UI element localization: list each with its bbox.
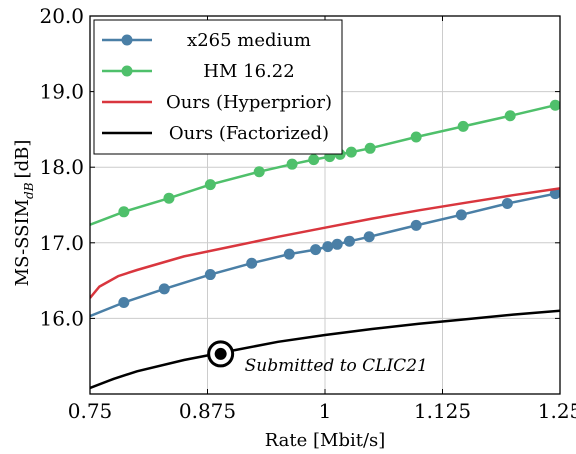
data-point-hm-16-22 [410,131,422,143]
data-point-x265-medium [331,238,343,250]
data-point-hm-16-22 [504,110,516,122]
annotation-label: Submitted to CLIC21 [245,356,428,376]
data-point-hm-16-22 [549,99,560,111]
data-point-x265-medium [343,235,355,247]
data-point-hm-16-22 [163,192,175,204]
data-point-hm-16-22 [118,206,130,218]
data-point-x265-medium [158,283,170,295]
data-point-x265-medium [549,188,560,200]
data-point-hm-16-22 [457,120,469,132]
y-tick-label: 18.0 [39,155,84,179]
x-tick-label: 0.875 [179,399,236,423]
x-tick-label: 1.125 [414,399,471,423]
y-tick-label: 17.0 [39,231,84,255]
data-point-x265-medium [363,231,375,243]
tick-labels: 0.75 0.875 1 1.125 1.25 16.0 17.0 18.0 19.0 20.0 [39,4,576,423]
data-point-hm-16-22 [253,166,265,178]
y-tick-label: 19.0 [39,80,84,104]
data-point-hm-16-22 [345,146,357,158]
series-line-ours-hyperprior [90,187,560,299]
series-layer [90,99,560,390]
x-tick-label: 1.25 [538,399,576,423]
data-point-x265-medium [310,244,322,256]
y-tick-label: 20.0 [39,4,84,28]
legend-label-ours-factorized: Ours (Factorized) [169,123,329,144]
data-point-hm-16-22 [364,142,376,154]
y-axis-label-subscript: dB [22,182,36,199]
legend-label-x265-medium: x265 medium [187,30,311,51]
legend: x265 medium HM 16.22 Ours (Hyperprior) Ours… [93,19,343,155]
data-point-x265-medium [118,297,130,309]
y-axis-label-unit: [dB] [12,140,33,179]
legend-label-hm-16-22: HM 16.22 [203,61,294,82]
x-axis-label: Rate [Mbit/s] [265,430,386,451]
legend-label-ours-hyperprior: Ours (Hyperprior) [166,92,332,113]
x-tick-label: 0.75 [68,399,113,423]
y-tick-label: 16.0 [39,306,84,330]
data-point-x265-medium [246,257,258,269]
y-axis-label-main: MS-SSIM [12,199,33,286]
series-line-x265-medium [90,192,556,318]
legend-marker-x265-medium [121,34,133,46]
data-point-hm-16-22 [308,154,320,166]
data-point-hm-16-22 [286,158,298,170]
x-tick-label: 1 [319,399,332,423]
y-axis-label: MS-SSIMdB [dB] [12,140,36,287]
data-point-x265-medium [322,241,334,253]
data-point-x265-medium [501,197,513,209]
legend-marker-hm-16-22 [121,65,133,77]
data-point-hm-16-22 [204,179,216,191]
series-line-ours-factorized [90,309,560,390]
annotation-layer: Submitted to CLIC21 [207,340,428,376]
annotation-marker [214,347,227,360]
plot-frame [89,15,561,395]
data-point-x265-medium [283,248,295,260]
data-point-x265-medium [204,269,216,281]
data-point-x265-medium [410,219,422,231]
data-point-x265-medium [455,209,467,221]
legend-box [93,19,343,155]
